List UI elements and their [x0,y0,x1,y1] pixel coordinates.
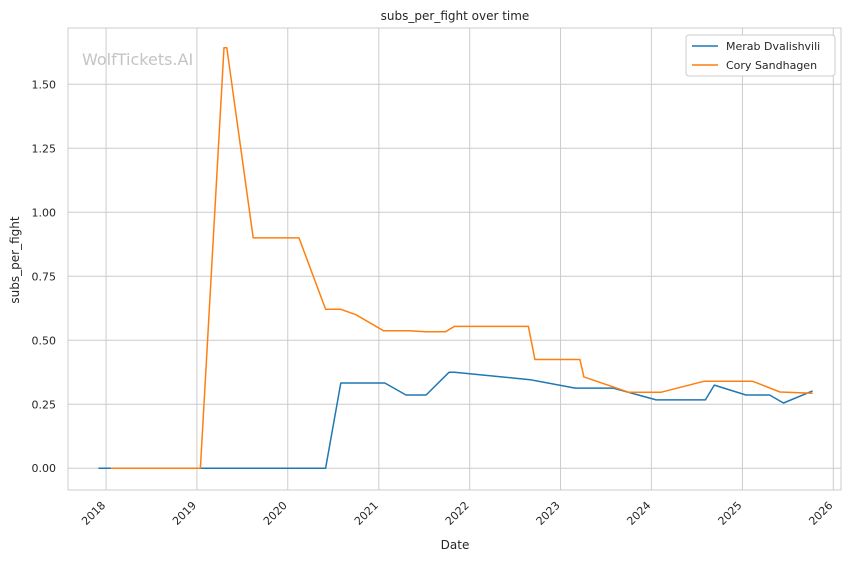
y-tick-label: 0.25 [32,398,57,411]
x-tick-label: 2026 [806,499,835,528]
grid-lines [68,28,841,490]
y-tick-label: 0.50 [32,334,57,347]
legend-label: Merab Dvalishvili [726,40,820,53]
y-tick-label: 0.00 [32,462,57,475]
chart-title: subs_per_fight over time [381,9,530,23]
y-tick-label: 1.50 [32,78,57,91]
y-tick-label: 0.75 [32,270,57,283]
plot-frame [67,27,842,491]
y-tick-labels: 0.00 0.25 0.50 0.75 1.00 1.25 1.50 [32,78,57,475]
y-tick-label: 1.25 [32,142,57,155]
series-layer [98,46,813,469]
x-tick-label: 2020 [261,499,290,528]
x-tick-label: 2022 [443,499,472,528]
x-tick-label: 2021 [352,499,381,528]
x-tick-label: 2024 [624,499,653,528]
x-tick-label: 2023 [534,499,563,528]
y-axis-label: subs_per_fight [8,216,22,303]
x-tick-labels: 2018 2019 2020 2021 2022 2023 2024 2025 2026 [79,499,835,528]
y-tick-label: 1.00 [32,206,57,219]
x-tick-label: 2025 [716,499,745,528]
x-tick-label: 2018 [79,499,108,528]
legend-label: Cory Sandhagen [726,59,817,72]
series-line-cory-sandhagen [110,46,813,469]
series-line-merab-dvalishvili [98,371,813,469]
legend: Merab Dvalishvili Cory Sandhagen [685,34,836,77]
x-axis-label: Date [441,538,470,552]
x-tick-label: 2019 [170,499,199,528]
legend-box [685,34,836,77]
watermark: WolfTickets.AI [82,50,193,69]
